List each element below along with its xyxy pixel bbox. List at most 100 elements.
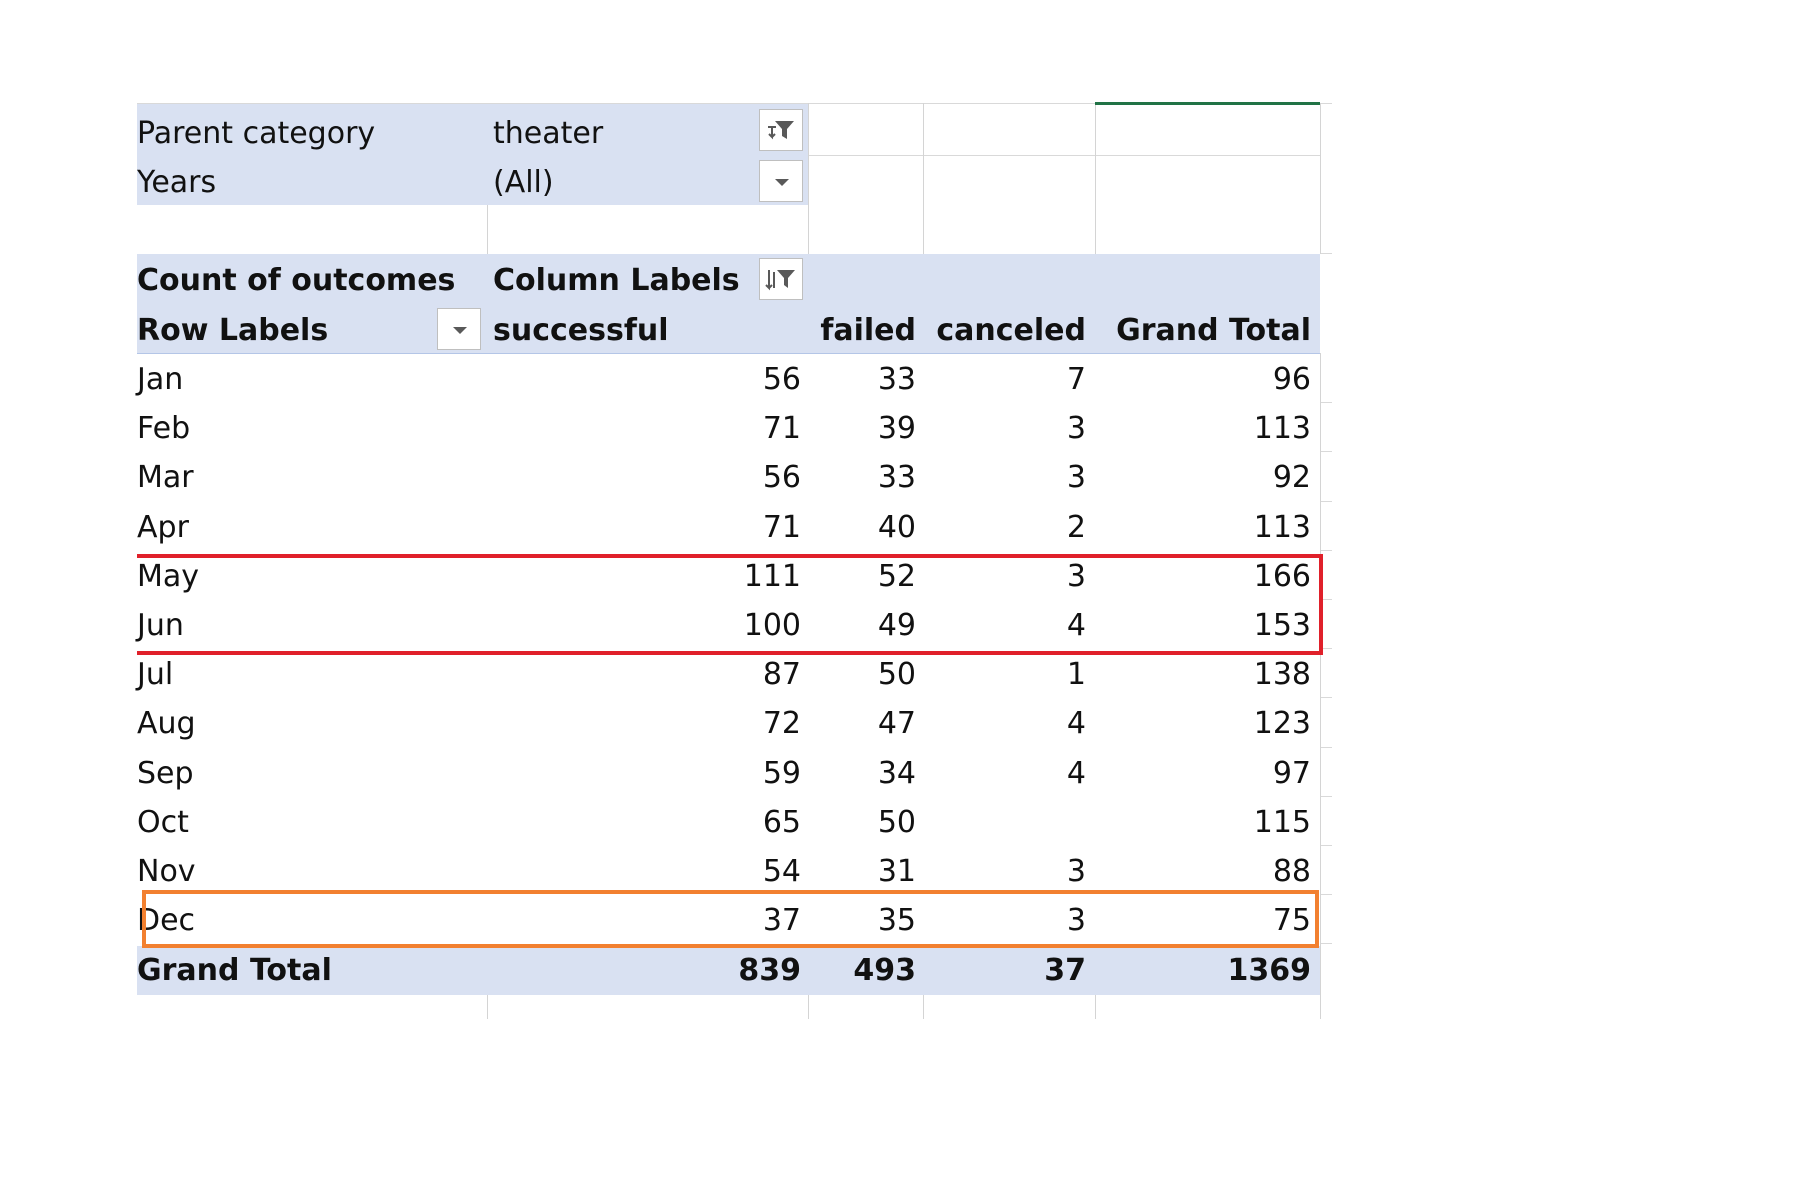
filter-label-years: Years bbox=[137, 165, 217, 200]
row-label-aug: Aug bbox=[137, 706, 196, 741]
cell-aug-failed: 47 bbox=[877, 706, 916, 741]
row-label-mar: Mar bbox=[137, 460, 194, 495]
row-gridline bbox=[1320, 697, 1332, 698]
grid-column-line bbox=[487, 995, 488, 1019]
cell-jun-grand-total: 153 bbox=[1253, 608, 1311, 643]
cell-apr-successful: 71 bbox=[762, 510, 801, 545]
row-label-jun: Jun bbox=[137, 608, 184, 643]
row-label-feb: Feb bbox=[137, 411, 191, 446]
dropdown-arrow-icon bbox=[775, 179, 789, 186]
cell-oct-successful: 65 bbox=[762, 805, 801, 840]
grid-column-line bbox=[808, 995, 809, 1019]
row-gridline bbox=[1320, 648, 1332, 649]
cell-sep-grand-total: 97 bbox=[1272, 756, 1311, 791]
row-label-dec: Dec bbox=[137, 903, 196, 938]
column-header-failed: failed bbox=[820, 313, 916, 348]
cell-mar-successful: 56 bbox=[762, 460, 801, 495]
row-labels-dropdown-button[interactable] bbox=[437, 308, 481, 350]
grid-line bbox=[137, 353, 1320, 354]
grid-line bbox=[808, 155, 1320, 156]
grand-total-successful: 839 bbox=[738, 953, 801, 988]
years-dropdown-button[interactable] bbox=[759, 160, 803, 202]
filter-applied-button[interactable] bbox=[759, 109, 803, 151]
grid-top-line bbox=[137, 103, 1332, 104]
grid-column-line bbox=[487, 205, 488, 254]
cell-apr-canceled: 2 bbox=[1066, 510, 1086, 545]
cell-feb-grand-total: 113 bbox=[1253, 411, 1311, 446]
row-label-oct: Oct bbox=[137, 805, 189, 840]
row-gridline bbox=[1320, 943, 1332, 944]
cell-nov-failed: 31 bbox=[877, 854, 916, 889]
cell-sep-canceled: 4 bbox=[1066, 756, 1086, 791]
cell-jan-failed: 33 bbox=[877, 362, 916, 397]
cell-jun-canceled: 4 bbox=[1066, 608, 1086, 643]
cell-feb-successful: 71 bbox=[762, 411, 801, 446]
row-label-nov: Nov bbox=[137, 854, 196, 889]
column-labels-filter-button[interactable] bbox=[759, 258, 803, 300]
row-gridline bbox=[1320, 402, 1332, 403]
grid-column-line bbox=[1320, 103, 1321, 254]
cell-mar-canceled: 3 bbox=[1066, 460, 1086, 495]
cell-nov-canceled: 3 bbox=[1066, 854, 1086, 889]
cell-jul-failed: 50 bbox=[877, 657, 916, 692]
cell-jul-successful: 87 bbox=[762, 657, 801, 692]
grid-column-line bbox=[1095, 103, 1096, 254]
column-header-canceled: canceled bbox=[936, 313, 1086, 348]
grid-line bbox=[1320, 253, 1332, 254]
grand-total-band bbox=[137, 946, 1320, 995]
filter-value-years: (All) bbox=[493, 165, 554, 200]
dec-highlight bbox=[142, 890, 1319, 948]
cell-dec-canceled: 3 bbox=[1066, 903, 1086, 938]
cell-mar-grand-total: 92 bbox=[1272, 460, 1311, 495]
cell-oct-grand-total: 115 bbox=[1253, 805, 1311, 840]
row-gridline bbox=[1320, 747, 1332, 748]
cell-dec-failed: 35 bbox=[877, 903, 916, 938]
row-gridline bbox=[1320, 451, 1332, 452]
column-labels-header: Column Labels bbox=[493, 263, 740, 298]
may-jun-highlight bbox=[137, 554, 1323, 655]
measure-label: Count of outcomes bbox=[137, 263, 456, 298]
row-gridline bbox=[1320, 550, 1332, 551]
cell-jan-grand-total: 96 bbox=[1272, 362, 1311, 397]
grand-total-overall: 1369 bbox=[1227, 953, 1312, 988]
cell-aug-grand-total: 123 bbox=[1253, 706, 1311, 741]
row-gridline bbox=[1320, 894, 1332, 895]
grid-column-line bbox=[923, 995, 924, 1019]
cell-dec-successful: 37 bbox=[762, 903, 801, 938]
row-gridline bbox=[1320, 501, 1332, 502]
cell-oct-failed: 50 bbox=[877, 805, 916, 840]
cell-feb-failed: 39 bbox=[877, 411, 916, 446]
pivot-header-band bbox=[137, 254, 1320, 353]
grid-column-line bbox=[808, 103, 809, 254]
filter-label-parent-category: Parent category bbox=[137, 116, 376, 151]
grand-total-label: Grand Total bbox=[137, 953, 332, 988]
row-label-jul: Jul bbox=[137, 657, 174, 692]
cell-jun-failed: 49 bbox=[877, 608, 916, 643]
row-label-apr: Apr bbox=[137, 510, 189, 545]
row-label-sep: Sep bbox=[137, 756, 194, 791]
column-header-grand-total: Grand Total bbox=[1116, 313, 1311, 348]
grid-column-line bbox=[923, 103, 924, 254]
cell-mar-failed: 33 bbox=[877, 460, 916, 495]
cell-sep-successful: 59 bbox=[762, 756, 801, 791]
sort-filter-icon bbox=[765, 270, 795, 291]
cell-feb-canceled: 3 bbox=[1066, 411, 1086, 446]
cell-dec-grand-total: 75 bbox=[1272, 903, 1311, 938]
cell-aug-successful: 72 bbox=[762, 706, 801, 741]
filter-area-band bbox=[137, 104, 808, 205]
row-label-may: May bbox=[137, 559, 200, 594]
cell-jan-successful: 56 bbox=[762, 362, 801, 397]
row-gridline bbox=[1320, 845, 1332, 846]
dropdown-arrow-icon bbox=[453, 327, 467, 334]
cell-may-successful: 111 bbox=[743, 559, 801, 594]
filter-applied-icon bbox=[768, 121, 794, 140]
row-label-jan: Jan bbox=[137, 362, 184, 397]
cell-jul-canceled: 1 bbox=[1066, 657, 1086, 692]
cell-sep-failed: 34 bbox=[877, 756, 916, 791]
cell-nov-successful: 54 bbox=[762, 854, 801, 889]
active-cell-top-border bbox=[1095, 102, 1320, 105]
grid-column-line bbox=[1095, 995, 1096, 1019]
grid-column-line bbox=[1320, 353, 1321, 1019]
cell-may-grand-total: 166 bbox=[1253, 559, 1311, 594]
